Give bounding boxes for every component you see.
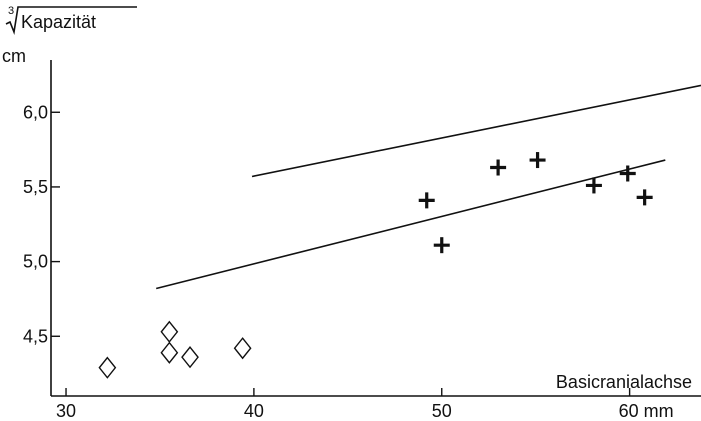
y-axis-label: 3 Kapazität cm — [2, 5, 137, 66]
data-points — [98, 152, 653, 379]
regression-lines — [156, 84, 701, 290]
diamond-point-0 — [98, 356, 117, 379]
x-tick-label-1: 40 — [244, 401, 264, 421]
y-tick-label-0: 4,5 — [23, 326, 48, 346]
cross-point-1 — [433, 237, 450, 254]
x-tick-label-3: 60 mm — [619, 401, 674, 421]
y-axis-unit: cm — [2, 46, 26, 66]
cross-point-6 — [636, 189, 653, 206]
root-sign-icon — [5, 6, 137, 35]
x-tick-label-0: 30 — [56, 401, 76, 421]
cross-point-3 — [529, 152, 546, 169]
y-axis-title: Kapazität — [21, 12, 96, 32]
diamond-point-1 — [160, 320, 179, 343]
y-ticks: 4,5 5,0 5,5 6,0 — [23, 102, 60, 346]
cross-point-0 — [418, 192, 435, 209]
regression-line-1 — [251, 84, 701, 178]
y-tick-label-2: 5,5 — [23, 177, 48, 197]
diamond-point-2 — [160, 341, 179, 364]
y-tick-label-1: 5,0 — [23, 252, 48, 272]
cross-point-5 — [619, 165, 636, 182]
cross-point-2 — [490, 159, 507, 176]
root-index: 3 — [8, 5, 14, 17]
cross-point-4 — [585, 177, 602, 194]
diamond-point-4 — [233, 337, 252, 360]
diamond-point-3 — [181, 346, 199, 369]
y-tick-label-3: 6,0 — [23, 102, 48, 122]
x-ticks: 30 40 50 60 mm — [56, 388, 674, 421]
x-tick-label-2: 50 — [432, 401, 452, 421]
regression-line-0 — [156, 159, 666, 290]
x-axis-title: Basicranialachse — [556, 372, 692, 392]
